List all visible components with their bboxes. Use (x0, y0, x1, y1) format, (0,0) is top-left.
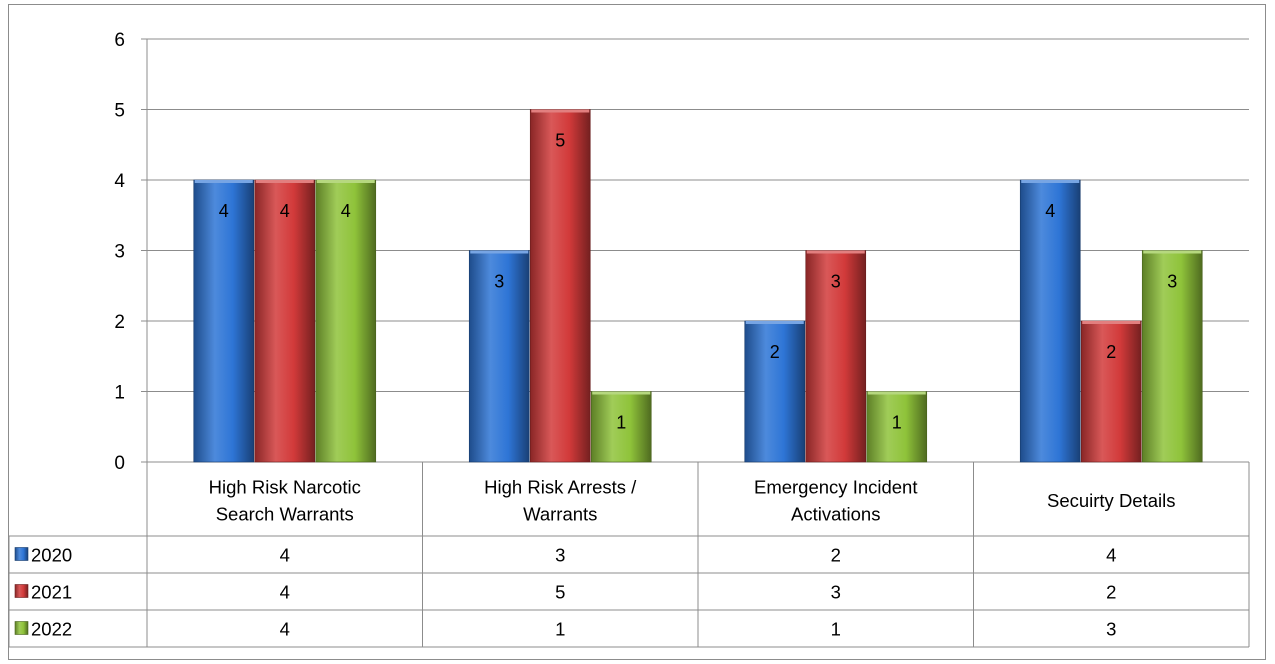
legend-key (14, 621, 29, 635)
data-label: 2 (770, 342, 780, 362)
y-tick-label: 3 (114, 242, 125, 263)
series-name: 2020 (31, 545, 72, 566)
y-tick-label: 4 (114, 171, 125, 192)
series-name: 2021 (31, 582, 72, 603)
bar-highlight (531, 109, 590, 113)
data-label: 4 (219, 201, 229, 221)
bar-highlight (806, 250, 865, 254)
bar (468, 250, 530, 463)
legend-key (14, 547, 29, 561)
bars: 4 4 4 3 5 1 2 3 1 4 2 3 (193, 109, 1203, 463)
legend-key (14, 584, 29, 598)
bar (254, 179, 316, 463)
bar-highlight (1082, 321, 1141, 324)
data-label: 3 (831, 272, 841, 292)
category-label: Search Warrants (216, 504, 354, 525)
data-label: 4 (341, 201, 351, 221)
bar-highlight (592, 391, 651, 395)
table-cell-value: 5 (555, 582, 565, 603)
data-label: 2 (1106, 342, 1116, 362)
table-cell-value: 3 (555, 545, 565, 566)
data-table: High Risk Narcotic Search Warrants High Ri… (8, 462, 1250, 648)
category-label: Emergency Incident (754, 477, 918, 498)
category-label: Secuirty Details (1047, 490, 1176, 511)
table-cell-value: 4 (1106, 545, 1116, 566)
table-cell-value: 2 (1106, 582, 1116, 603)
data-label: 5 (555, 131, 565, 151)
bar-highlight (1021, 180, 1080, 183)
bar-highlight (255, 180, 314, 183)
table-cell-value: 3 (831, 582, 841, 603)
bar-highlight (745, 321, 804, 324)
bar (193, 179, 255, 463)
bar (315, 179, 377, 463)
table-cell-value: 1 (555, 619, 565, 640)
category-label: Warrants (523, 504, 597, 525)
bar (1019, 179, 1081, 463)
bar (1141, 250, 1203, 463)
bar-highlight (867, 391, 926, 395)
bar (866, 391, 928, 463)
category-label: High Risk Narcotic (209, 477, 361, 498)
y-tick-label: 5 (114, 101, 125, 122)
bar (529, 109, 591, 463)
y-tick-label: 2 (114, 312, 125, 333)
bar (744, 320, 806, 463)
table-cell-value: 4 (280, 545, 290, 566)
bar-highlight (470, 250, 529, 254)
y-tick-label: 1 (114, 383, 125, 404)
data-label: 3 (1167, 272, 1177, 292)
y-tick-label: 0 (114, 453, 125, 474)
bar-highlight (1143, 250, 1202, 254)
y-axis: 0 1 2 3 4 5 6 (114, 30, 148, 474)
table-cell-value: 4 (280, 582, 290, 603)
table-cell-value: 4 (280, 619, 290, 640)
bar (590, 391, 652, 463)
table-cell-value: 2 (831, 545, 841, 566)
data-label: 1 (616, 413, 626, 433)
bar (805, 250, 867, 463)
data-label: 4 (280, 201, 290, 221)
table-cell-value: 3 (1106, 619, 1116, 640)
data-label: 4 (1045, 201, 1055, 221)
category-label: Activations (791, 504, 880, 525)
category-label: High Risk Arrests / (484, 477, 637, 498)
data-label: 1 (892, 413, 902, 433)
table-cell-value: 1 (831, 619, 841, 640)
y-tick-label: 6 (114, 30, 125, 51)
bar-highlight (194, 180, 253, 183)
series-name: 2022 (31, 619, 72, 640)
bar-highlight (316, 180, 375, 183)
data-label: 3 (494, 272, 504, 292)
